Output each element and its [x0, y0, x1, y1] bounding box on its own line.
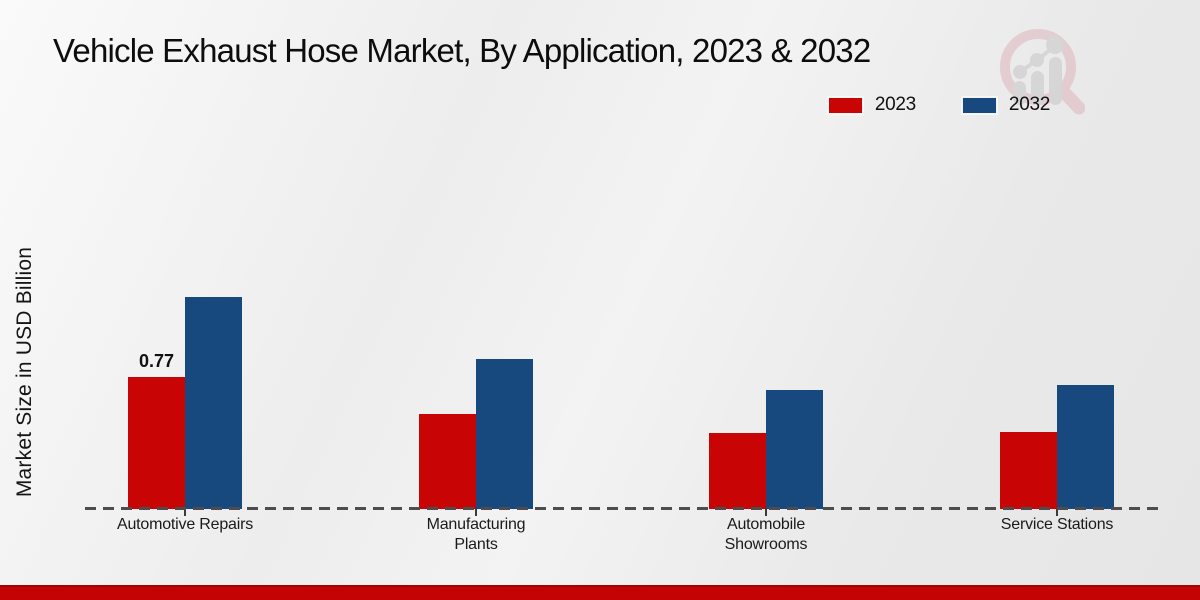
bar-2032-automotive-repairs — [185, 297, 242, 509]
bar-2032-automobile-showrooms — [766, 390, 823, 509]
x-axis-tick-automotive-repairs — [184, 509, 186, 516]
x-axis-category-label-automotive-repairs: Automotive Repairs — [116, 516, 254, 533]
x-axis-dashed-baseline — [85, 507, 1165, 510]
x-axis-tick-manufacturing-plants — [475, 509, 477, 516]
x-axis-category-label-automobile-showrooms: Automobile Showrooms — [724, 516, 808, 553]
bar-2032-manufacturing-plants — [476, 359, 533, 509]
x-axis-category-label-service-stations: Service Stations — [1000, 516, 1114, 533]
legend-label-2023: 2023 — [874, 94, 916, 115]
x-axis-category-label-manufacturing-plants: Manufacturing Plants — [426, 516, 526, 553]
legend-label-2032: 2032 — [1008, 94, 1050, 115]
legend-swatch-2032-icon — [961, 96, 997, 114]
bottom-accent-band — [0, 585, 1200, 600]
legend-item-2023: 2023 — [827, 94, 916, 116]
magnifier-bar-chart-logo-icon — [1000, 29, 1085, 115]
x-axis-tick-automobile-showrooms — [765, 509, 767, 516]
bar-2023-automobile-showrooms — [709, 433, 766, 509]
x-axis-tick-service-stations — [1056, 509, 1058, 516]
bar-2032-service-stations — [1057, 385, 1114, 509]
bar-2023-service-stations — [1000, 432, 1057, 509]
chart-title: Vehicle Exhaust Hose Market, By Applicat… — [53, 32, 871, 69]
bar-2023-automotive-repairs — [128, 377, 185, 509]
bar-value-label: 0.77 — [138, 351, 175, 371]
legend: 2023 2032 — [827, 94, 1050, 116]
legend-item-2032: 2032 — [961, 94, 1050, 116]
bar-2023-manufacturing-plants — [419, 414, 476, 509]
legend-swatch-2023-icon — [827, 96, 863, 114]
